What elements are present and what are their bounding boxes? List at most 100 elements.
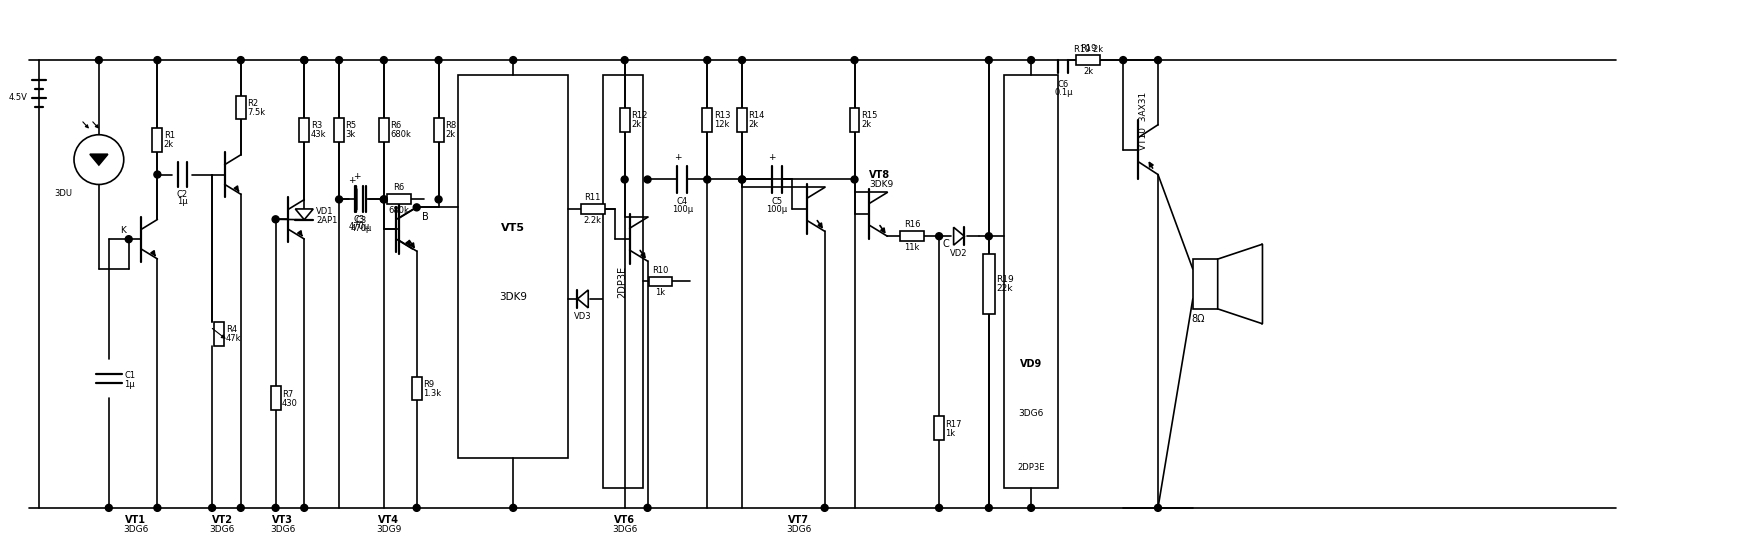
Circle shape	[336, 196, 343, 203]
Circle shape	[238, 56, 243, 64]
Circle shape	[986, 504, 993, 511]
Text: VT7: VT7	[788, 515, 809, 525]
Text: 2k: 2k	[445, 130, 455, 139]
Circle shape	[739, 176, 746, 183]
Text: 1k: 1k	[655, 288, 665, 297]
FancyBboxPatch shape	[737, 108, 748, 132]
FancyBboxPatch shape	[334, 118, 343, 141]
Circle shape	[986, 56, 993, 64]
Text: 2DP3E: 2DP3E	[1017, 463, 1045, 472]
Circle shape	[851, 176, 858, 183]
Text: 2DP3E: 2DP3E	[618, 266, 627, 297]
Text: 1μ: 1μ	[124, 380, 135, 389]
Circle shape	[510, 56, 517, 64]
FancyBboxPatch shape	[1003, 75, 1059, 488]
Text: +: +	[348, 177, 355, 186]
FancyBboxPatch shape	[602, 75, 643, 488]
Text: VD1: VD1	[317, 207, 334, 216]
Text: 3k: 3k	[345, 130, 355, 139]
Text: 2AP1: 2AP1	[317, 216, 338, 225]
Text: 7.5k: 7.5k	[247, 108, 266, 117]
Circle shape	[105, 504, 112, 511]
Circle shape	[154, 171, 161, 178]
Text: R19 2k: R19 2k	[1073, 45, 1103, 54]
Text: 3DG6: 3DG6	[270, 525, 296, 534]
FancyBboxPatch shape	[648, 277, 672, 286]
Text: C5: C5	[772, 197, 783, 206]
Text: 1.3k: 1.3k	[424, 389, 441, 398]
Circle shape	[739, 56, 746, 64]
Circle shape	[510, 504, 517, 511]
Text: +: +	[352, 173, 361, 182]
FancyBboxPatch shape	[378, 118, 389, 141]
Text: 4.5V: 4.5V	[9, 93, 28, 102]
Text: 430: 430	[282, 399, 298, 408]
Text: K: K	[119, 226, 126, 235]
Text: B: B	[422, 212, 429, 222]
FancyBboxPatch shape	[900, 231, 925, 241]
Text: R15: R15	[861, 111, 877, 120]
Circle shape	[644, 504, 651, 511]
Text: R1: R1	[165, 131, 175, 140]
Text: 3DG6: 3DG6	[611, 525, 637, 534]
Text: R2: R2	[247, 99, 259, 108]
Text: 3DK9: 3DK9	[870, 180, 893, 189]
Text: C4: C4	[678, 197, 688, 206]
Circle shape	[154, 56, 161, 64]
Text: 3DG6: 3DG6	[210, 525, 235, 534]
Circle shape	[301, 504, 308, 511]
Text: C1: C1	[124, 371, 135, 380]
FancyBboxPatch shape	[702, 108, 713, 132]
Circle shape	[434, 56, 441, 64]
Text: R14: R14	[748, 111, 765, 120]
Text: 1k: 1k	[946, 429, 956, 438]
Text: 47k: 47k	[226, 334, 242, 343]
FancyBboxPatch shape	[387, 195, 411, 205]
Circle shape	[380, 56, 387, 64]
Text: 680k: 680k	[389, 206, 410, 215]
Text: R16: R16	[904, 220, 921, 229]
Text: R3: R3	[310, 121, 322, 130]
Text: 0.1μ: 0.1μ	[1054, 88, 1073, 97]
Text: R10: R10	[653, 266, 669, 274]
Circle shape	[154, 504, 161, 511]
Text: VT1: VT1	[124, 515, 145, 525]
Text: C6: C6	[1058, 80, 1070, 89]
Text: VT2: VT2	[212, 515, 233, 525]
Circle shape	[935, 504, 942, 511]
FancyBboxPatch shape	[299, 118, 310, 142]
FancyBboxPatch shape	[434, 118, 443, 141]
Circle shape	[238, 504, 243, 511]
Text: 3DG9: 3DG9	[376, 525, 401, 534]
Polygon shape	[1217, 244, 1262, 324]
Circle shape	[821, 504, 828, 511]
Circle shape	[380, 196, 387, 203]
Text: 2k: 2k	[630, 120, 641, 129]
Text: R9: R9	[424, 380, 434, 389]
FancyBboxPatch shape	[214, 322, 224, 345]
Text: C2: C2	[177, 191, 187, 200]
Circle shape	[301, 56, 308, 64]
FancyBboxPatch shape	[236, 96, 245, 120]
Circle shape	[935, 233, 942, 240]
Text: 3DG6: 3DG6	[1019, 409, 1044, 418]
Text: VT10  3AX31: VT10 3AX31	[1138, 92, 1147, 150]
Text: R17: R17	[946, 420, 961, 429]
Circle shape	[380, 196, 387, 203]
Circle shape	[1028, 504, 1035, 511]
Text: +: +	[769, 153, 776, 162]
Polygon shape	[954, 228, 965, 245]
Circle shape	[271, 504, 278, 511]
Circle shape	[74, 135, 124, 184]
Text: R6: R6	[394, 183, 404, 192]
Text: R6: R6	[390, 121, 401, 130]
Circle shape	[126, 236, 133, 243]
Text: 3DG6: 3DG6	[786, 525, 811, 534]
Text: 3DU: 3DU	[54, 190, 72, 198]
Circle shape	[851, 56, 858, 64]
Text: 470μ: 470μ	[350, 224, 373, 233]
Text: 470μ: 470μ	[348, 222, 369, 231]
Text: VD2: VD2	[951, 249, 968, 258]
Text: R5: R5	[345, 121, 357, 130]
FancyBboxPatch shape	[459, 75, 567, 458]
